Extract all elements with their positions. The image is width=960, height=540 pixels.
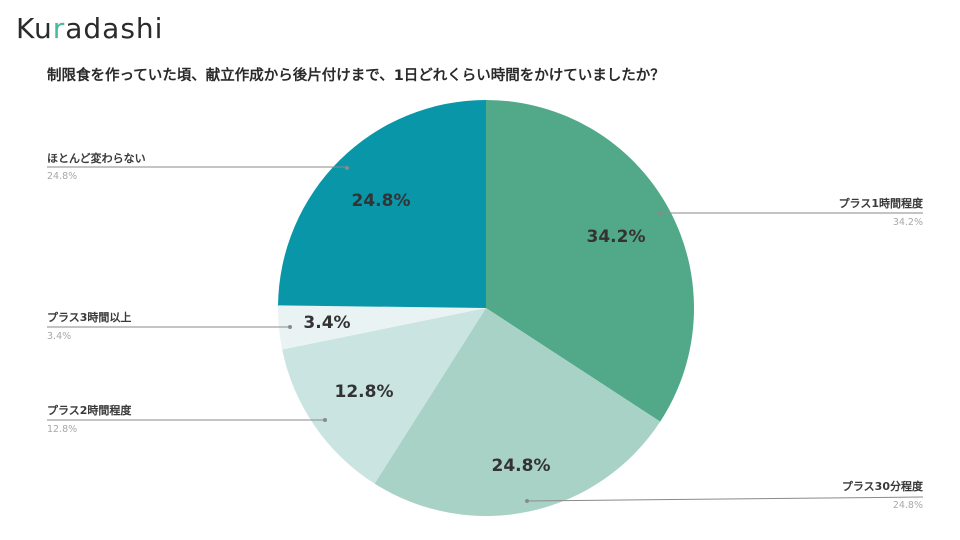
label-plus1h: プラス1時間程度 [838, 197, 923, 210]
label-nochange: ほとんど変わらない [47, 152, 146, 165]
pie-slice-plus1h [486, 100, 694, 422]
pct-plus1h: 34.2% [892, 217, 923, 228]
slice-value-plus2h: 12.8% [334, 382, 394, 402]
pct-plus3h: 3.4% [47, 331, 72, 342]
slice-value-plus3h: 3.4% [303, 313, 351, 333]
kuradashi-logo: Kuradashi [16, 12, 164, 45]
slice-value-nochange: 24.8% [351, 191, 411, 211]
label-plus2h: プラス2時間程度 [47, 404, 132, 417]
pie-slice-plus2h [282, 308, 486, 484]
pie-slice-nochange [278, 100, 486, 308]
pie-slice-plus3h [278, 305, 486, 350]
pie-slice-plus30m [374, 308, 661, 516]
chart-title: 制限食を作っていた頃、献立作成から後片付けまで、1日どれくらい時間をかけていまし… [47, 68, 665, 84]
pct-plus30m: 24.8% [892, 500, 923, 511]
pct-plus2h: 12.8% [47, 424, 78, 435]
slice-value-plus1h: 34.2% [586, 227, 646, 247]
pct-nochange: 24.8% [47, 171, 78, 182]
slice-value-plus30m: 24.8% [491, 456, 551, 476]
label-plus3h: プラス3時間以上 [47, 311, 132, 324]
label-plus30m: プラス30分程度 [841, 480, 923, 493]
